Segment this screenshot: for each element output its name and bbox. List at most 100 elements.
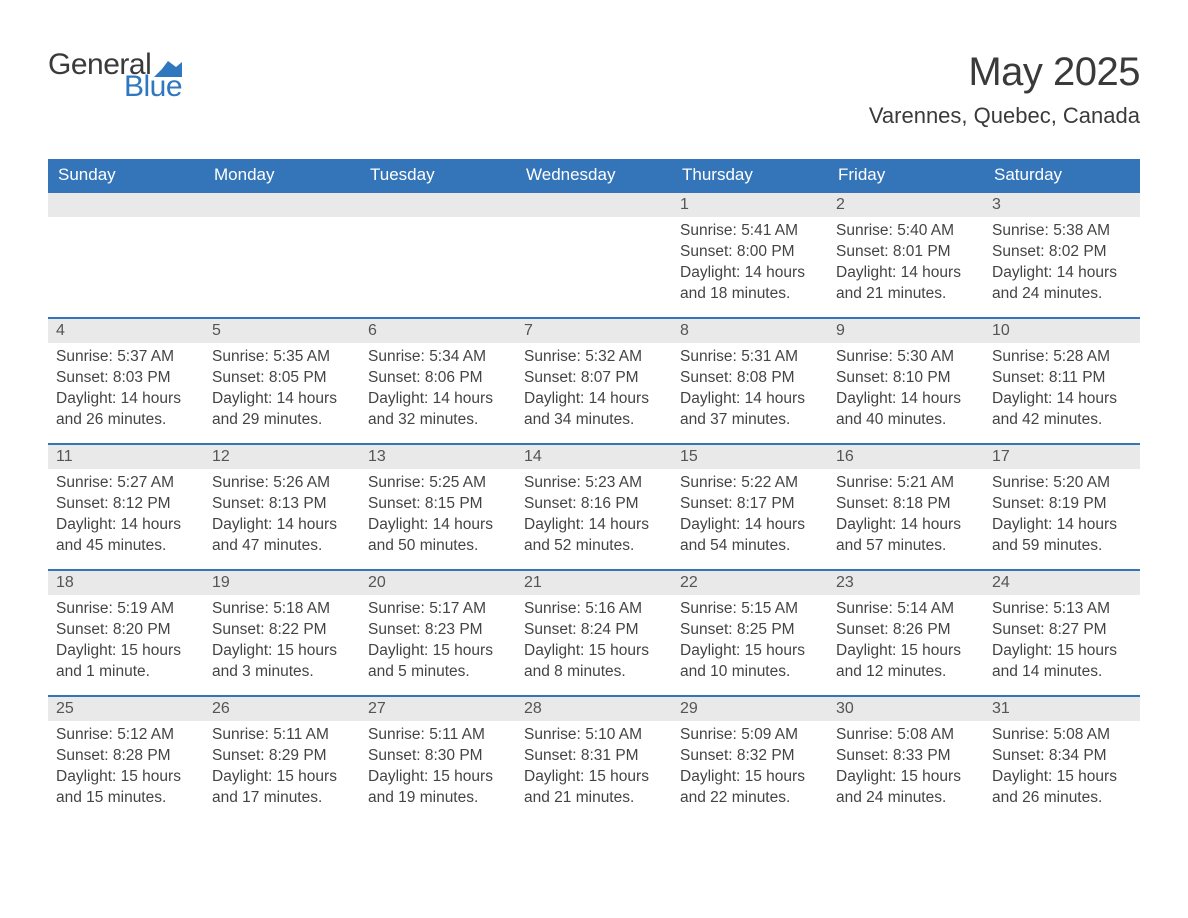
day-number: 7 xyxy=(516,319,672,343)
day-body: Sunrise: 5:41 AMSunset: 8:00 PMDaylight:… xyxy=(672,217,828,309)
sunset-label: Sunset: xyxy=(680,243,733,260)
daylight-line: Daylight: 14 hours and 37 minutes. xyxy=(680,389,820,431)
daylight-label: Daylight: xyxy=(56,642,116,659)
day-number: 12 xyxy=(204,445,360,469)
daylight-line: Daylight: 15 hours and 26 minutes. xyxy=(992,767,1132,809)
day-number: 13 xyxy=(360,445,516,469)
sunrise-value: 5:41 AM xyxy=(741,222,798,239)
sunrise-label: Sunrise: xyxy=(368,600,425,617)
day-cell: 10Sunrise: 5:28 AMSunset: 8:11 PMDayligh… xyxy=(984,318,1140,444)
day-cell: 17Sunrise: 5:20 AMSunset: 8:19 PMDayligh… xyxy=(984,444,1140,570)
sunset-line: Sunset: 8:01 PM xyxy=(836,242,976,263)
sunrise-label: Sunrise: xyxy=(836,222,893,239)
sunset-line: Sunset: 8:30 PM xyxy=(368,746,508,767)
day-number: 15 xyxy=(672,445,828,469)
day-cell: 20Sunrise: 5:17 AMSunset: 8:23 PMDayligh… xyxy=(360,570,516,696)
day-body: Sunrise: 5:11 AMSunset: 8:30 PMDaylight:… xyxy=(360,721,516,813)
brand-word-blue: Blue xyxy=(124,72,182,102)
weekday-row: SundayMondayTuesdayWednesdayThursdayFrid… xyxy=(48,159,1140,192)
sunset-value: 8:28 PM xyxy=(113,747,171,764)
sunset-label: Sunset: xyxy=(56,369,109,386)
sunrise-line: Sunrise: 5:13 AM xyxy=(992,599,1132,620)
daylight-line: Daylight: 15 hours and 24 minutes. xyxy=(836,767,976,809)
sunset-value: 8:02 PM xyxy=(1049,243,1107,260)
daylight-line: Daylight: 14 hours and 18 minutes. xyxy=(680,263,820,305)
sunset-line: Sunset: 8:19 PM xyxy=(992,494,1132,515)
page: General Blue May 2025 Varennes, Quebec, … xyxy=(0,0,1188,862)
day-body: Sunrise: 5:19 AMSunset: 8:20 PMDaylight:… xyxy=(48,595,204,687)
daylight-line: Daylight: 14 hours and 34 minutes. xyxy=(524,389,664,431)
sunset-value: 8:25 PM xyxy=(737,621,795,638)
sunset-label: Sunset: xyxy=(368,621,421,638)
daylight-label: Daylight: xyxy=(992,642,1052,659)
day-cell: 6Sunrise: 5:34 AMSunset: 8:06 PMDaylight… xyxy=(360,318,516,444)
sunrise-value: 5:17 AM xyxy=(429,600,486,617)
daylight-label: Daylight: xyxy=(524,390,584,407)
day-body: Sunrise: 5:40 AMSunset: 8:01 PMDaylight:… xyxy=(828,217,984,309)
sunset-line: Sunset: 8:33 PM xyxy=(836,746,976,767)
sunset-label: Sunset: xyxy=(992,495,1045,512)
sunset-value: 8:24 PM xyxy=(581,621,639,638)
sunrise-label: Sunrise: xyxy=(680,348,737,365)
sunrise-line: Sunrise: 5:41 AM xyxy=(680,221,820,242)
sunrise-value: 5:27 AM xyxy=(117,474,174,491)
sunset-value: 8:32 PM xyxy=(737,747,795,764)
sunset-line: Sunset: 8:05 PM xyxy=(212,368,352,389)
day-body: Sunrise: 5:16 AMSunset: 8:24 PMDaylight:… xyxy=(516,595,672,687)
day-body: Sunrise: 5:28 AMSunset: 8:11 PMDaylight:… xyxy=(984,343,1140,435)
sunrise-label: Sunrise: xyxy=(56,474,113,491)
sunset-line: Sunset: 8:17 PM xyxy=(680,494,820,515)
sunrise-line: Sunrise: 5:25 AM xyxy=(368,473,508,494)
daylight-line: Daylight: 14 hours and 45 minutes. xyxy=(56,515,196,557)
day-cell: 13Sunrise: 5:25 AMSunset: 8:15 PMDayligh… xyxy=(360,444,516,570)
sunset-label: Sunset: xyxy=(680,747,733,764)
sunrise-label: Sunrise: xyxy=(212,600,269,617)
sunset-value: 8:03 PM xyxy=(113,369,171,386)
sunrise-line: Sunrise: 5:35 AM xyxy=(212,347,352,368)
weekday-header: Wednesday xyxy=(516,159,672,192)
day-body: Sunrise: 5:08 AMSunset: 8:34 PMDaylight:… xyxy=(984,721,1140,813)
daylight-line: Daylight: 15 hours and 12 minutes. xyxy=(836,641,976,683)
sunset-value: 8:01 PM xyxy=(893,243,951,260)
sunset-label: Sunset: xyxy=(836,369,889,386)
sunset-value: 8:34 PM xyxy=(1049,747,1107,764)
day-number: 8 xyxy=(672,319,828,343)
day-number: 9 xyxy=(828,319,984,343)
sunrise-value: 5:37 AM xyxy=(117,348,174,365)
weekday-header: Tuesday xyxy=(360,159,516,192)
sunset-line: Sunset: 8:23 PM xyxy=(368,620,508,641)
sunrise-line: Sunrise: 5:26 AM xyxy=(212,473,352,494)
sunrise-value: 5:23 AM xyxy=(585,474,642,491)
sunrise-label: Sunrise: xyxy=(368,726,425,743)
day-number: 22 xyxy=(672,571,828,595)
sunrise-value: 5:40 AM xyxy=(897,222,954,239)
day-number: 24 xyxy=(984,571,1140,595)
sunrise-line: Sunrise: 5:09 AM xyxy=(680,725,820,746)
daylight-label: Daylight: xyxy=(836,390,896,407)
sunset-label: Sunset: xyxy=(212,621,265,638)
location: Varennes, Quebec, Canada xyxy=(869,103,1140,129)
day-number: 30 xyxy=(828,697,984,721)
daylight-line: Daylight: 14 hours and 59 minutes. xyxy=(992,515,1132,557)
day-number: 2 xyxy=(828,193,984,217)
day-cell: 29Sunrise: 5:09 AMSunset: 8:32 PMDayligh… xyxy=(672,696,828,822)
daylight-line: Daylight: 14 hours and 24 minutes. xyxy=(992,263,1132,305)
sunrise-line: Sunrise: 5:22 AM xyxy=(680,473,820,494)
sunset-line: Sunset: 8:11 PM xyxy=(992,368,1132,389)
daylight-line: Daylight: 15 hours and 17 minutes. xyxy=(212,767,352,809)
day-cell: 23Sunrise: 5:14 AMSunset: 8:26 PMDayligh… xyxy=(828,570,984,696)
sunrise-label: Sunrise: xyxy=(56,348,113,365)
week-row: 25Sunrise: 5:12 AMSunset: 8:28 PMDayligh… xyxy=(48,696,1140,822)
day-body: Sunrise: 5:27 AMSunset: 8:12 PMDaylight:… xyxy=(48,469,204,561)
sunset-value: 8:20 PM xyxy=(113,621,171,638)
sunset-value: 8:13 PM xyxy=(269,495,327,512)
sunrise-label: Sunrise: xyxy=(680,222,737,239)
day-cell: 1Sunrise: 5:41 AMSunset: 8:00 PMDaylight… xyxy=(672,192,828,318)
sunset-value: 8:10 PM xyxy=(893,369,951,386)
sunrise-line: Sunrise: 5:14 AM xyxy=(836,599,976,620)
day-number: 29 xyxy=(672,697,828,721)
daylight-label: Daylight: xyxy=(212,516,272,533)
sunrise-label: Sunrise: xyxy=(524,726,581,743)
day-body: Sunrise: 5:25 AMSunset: 8:15 PMDaylight:… xyxy=(360,469,516,561)
day-number: 11 xyxy=(48,445,204,469)
